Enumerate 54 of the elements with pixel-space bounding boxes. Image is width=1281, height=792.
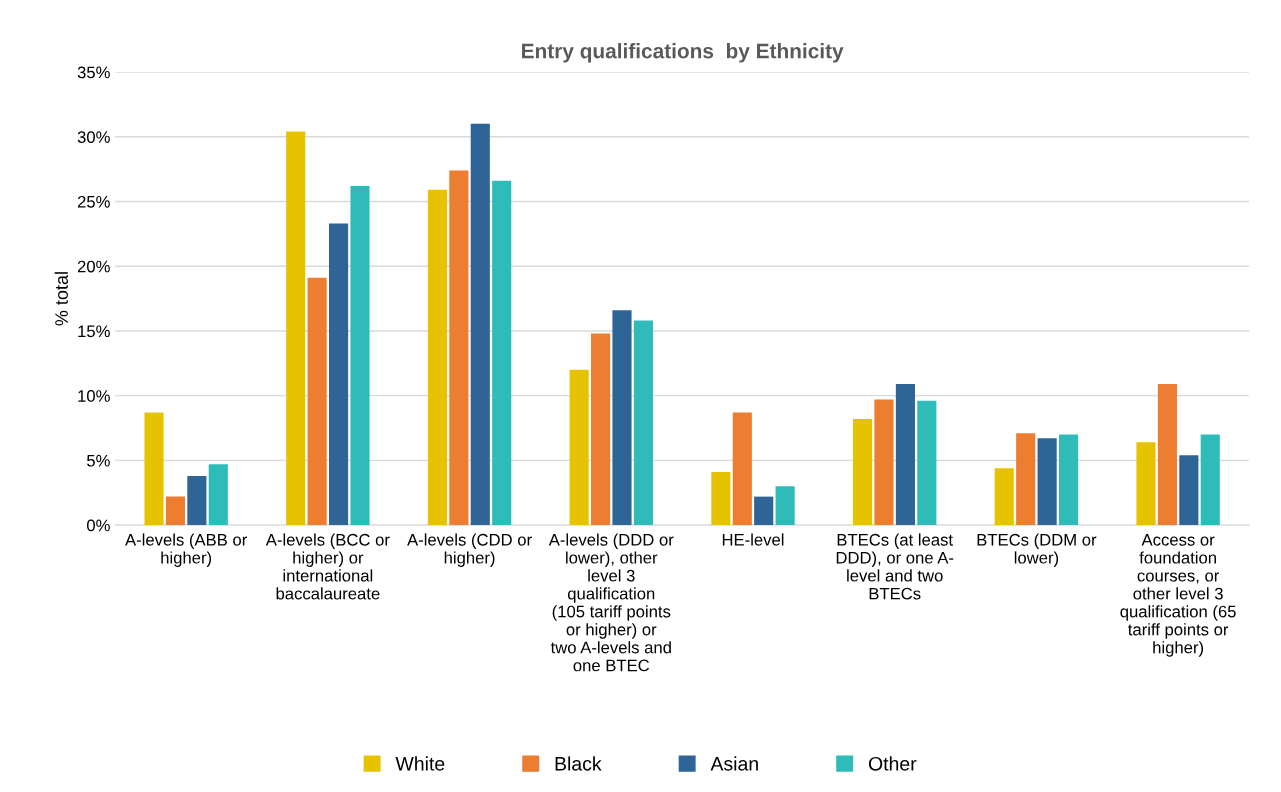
y-tick-label: 0% xyxy=(86,519,110,532)
bar xyxy=(165,496,185,526)
bar xyxy=(1058,434,1079,526)
bar xyxy=(569,369,589,526)
y-axis-title: % total xyxy=(54,272,68,326)
y-tick-label: 20% xyxy=(77,260,110,273)
x-tick-label: A-levels (DDD or lower), other level 3 qualification (105 tariff points or higher) or two A-levels and one BTEC xyxy=(548,533,674,672)
bar xyxy=(994,468,1014,526)
bar xyxy=(329,223,349,526)
bar xyxy=(917,400,937,526)
bar xyxy=(427,189,447,526)
bar xyxy=(350,185,370,526)
x-tick-label: HE-level xyxy=(722,533,784,546)
y-tick-label: 5% xyxy=(87,454,110,467)
bar xyxy=(874,399,894,526)
bar xyxy=(449,170,469,526)
x-tick-label: BTECs (at least DDD), or one A- level and two BTECs xyxy=(836,533,954,600)
bar xyxy=(633,320,653,526)
y-tick-label: 35% xyxy=(77,66,110,79)
bar xyxy=(1016,433,1036,526)
bar xyxy=(307,277,327,526)
x-tick-label: A-levels (CDD or higher) xyxy=(407,533,532,567)
bar xyxy=(470,123,490,526)
bar xyxy=(754,496,774,526)
legend-label: White xyxy=(395,756,445,771)
bar xyxy=(144,412,164,526)
y-tick-label: 10% xyxy=(78,390,110,402)
bar xyxy=(711,472,731,526)
x-tick-label: A-levels (BCC or higher) or international baccalaureate xyxy=(265,533,390,600)
x-tick-label: Access or foundation courses, or other level 3 qualification (65 tariff points or higher) xyxy=(1120,534,1236,657)
bar xyxy=(286,131,306,526)
y-tick-label: 25% xyxy=(77,195,110,208)
bar xyxy=(732,412,752,526)
bar xyxy=(208,464,228,526)
bar xyxy=(1179,455,1199,526)
bar xyxy=(1136,442,1156,526)
y-tick-label: 15% xyxy=(78,325,110,338)
bar xyxy=(591,333,611,526)
bar xyxy=(612,310,632,526)
x-tick-label: A-levels (ABB or higher) xyxy=(125,533,247,567)
bar xyxy=(775,486,795,526)
legend-label: Asian xyxy=(710,756,758,771)
bar xyxy=(895,384,915,526)
bar xyxy=(187,475,207,526)
bar xyxy=(1157,384,1177,526)
bar xyxy=(1037,438,1057,526)
bar xyxy=(1200,434,1220,526)
bar xyxy=(492,180,512,526)
x-tick-label: BTECs (DDM or lower) xyxy=(977,533,1097,567)
legend-label: Black xyxy=(555,756,602,771)
chart-title: Entry qualifications by Ethnicity xyxy=(522,43,844,63)
bar xyxy=(852,418,873,526)
legend-label: Other xyxy=(868,756,917,771)
y-tick-label: 30% xyxy=(77,131,110,143)
